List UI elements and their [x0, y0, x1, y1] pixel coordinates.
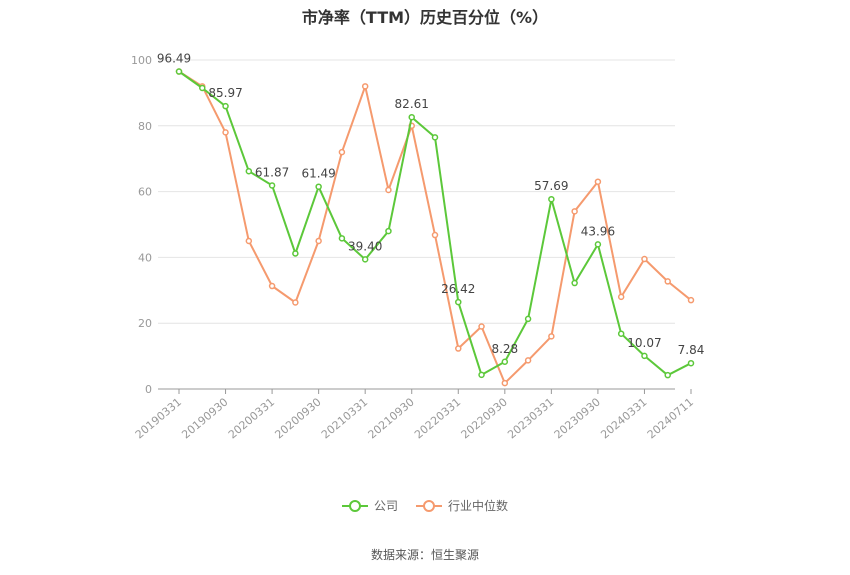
data-label: 43.96 [581, 224, 615, 238]
data-point-company [268, 182, 276, 189]
y-tick-label: 40 [138, 251, 152, 264]
data-label: 57.69 [534, 179, 568, 193]
data-point-industry-median [548, 333, 555, 340]
x-tick-label: 20190331 [133, 395, 184, 441]
x-tick-label: 20240331 [598, 395, 649, 441]
data-point-industry-median [222, 129, 229, 136]
data-point-industry-median [594, 178, 602, 185]
grid-layer [158, 59, 675, 324]
y-tick-label: 60 [138, 186, 152, 199]
data-point-industry-median [641, 255, 648, 263]
x-tick-label: 20220930 [459, 395, 510, 441]
data-point-company [641, 352, 648, 360]
data-point-company [524, 315, 532, 323]
data-label: 26.42 [441, 282, 475, 296]
series-line-company [178, 70, 692, 377]
y-tick-label: 80 [138, 120, 152, 133]
data-point-company [408, 113, 415, 121]
data-point-industry-median [524, 357, 532, 364]
data-point-industry-median [501, 379, 509, 387]
x-tick-label: 20210930 [366, 395, 417, 441]
data-point-company [338, 235, 346, 242]
data-label: 85.97 [208, 86, 242, 100]
data-point-industry-median [385, 186, 392, 194]
data-point-company [501, 358, 509, 366]
data-point-company [361, 256, 369, 263]
y-tick-label: 20 [138, 317, 152, 330]
data-label: 39.40 [348, 239, 382, 253]
data-point-company [594, 241, 602, 248]
legend-swatch-company [341, 499, 368, 512]
data-point-industry-median [455, 345, 462, 352]
series-layer [175, 68, 695, 387]
data-point-company [687, 359, 695, 367]
data-point-industry-median [687, 296, 695, 304]
data-point-company [571, 279, 578, 287]
data-point-industry-median [431, 231, 439, 239]
data-point-company [292, 250, 299, 257]
data-label: 96.49 [157, 52, 191, 66]
data-point-company [455, 298, 462, 306]
x-tick-label: 20230331 [505, 395, 556, 441]
data-point-company [315, 183, 322, 190]
data-point-company [431, 134, 439, 141]
legend-label-industry-median: 行业中位数 [448, 499, 509, 513]
data-label: 10.07 [627, 336, 661, 350]
legend-item-company[interactable]: 公司 [341, 497, 398, 514]
data-point-industry-median [315, 237, 322, 245]
data-point-industry-median [478, 323, 485, 330]
x-tick-label: 20200930 [272, 395, 323, 441]
data-point-company [617, 330, 625, 337]
x-tick-label: 20240711 [645, 395, 696, 441]
legend-item-industry-median[interactable]: 行业中位数 [416, 497, 508, 514]
data-point-industry-median [664, 278, 671, 285]
data-point-company [222, 102, 229, 110]
label-layer: 96.49 85.97 61.87 61.49 39.40 82.61 26.42 8.28 5… [157, 52, 705, 358]
data-point-industry-median [268, 282, 276, 290]
legend-label-company: 公司 [373, 499, 398, 513]
data-point-company [175, 68, 183, 75]
y-tick-label: 0 [145, 383, 152, 396]
y-tick-label: 100 [131, 54, 152, 67]
data-point-industry-median [361, 83, 369, 90]
data-point-industry-median [617, 293, 625, 301]
x-tick-label: 20200331 [226, 395, 277, 441]
data-point-industry-median [571, 208, 578, 215]
data-point-company [478, 371, 485, 379]
data-point-industry-median [338, 148, 346, 156]
legend: 公司 行业中位数 [0, 497, 850, 514]
data-label: 61.49 [301, 167, 335, 181]
data-point-company [548, 195, 555, 203]
data-point-industry-median [245, 237, 253, 245]
x-tick-label: 20220331 [412, 395, 463, 441]
data-point-company [664, 371, 671, 379]
x-tick-label: 20190930 [179, 395, 230, 441]
data-point-industry-median [292, 299, 299, 306]
data-label: 82.61 [395, 97, 429, 111]
legend-swatch-industry-median [416, 499, 442, 512]
data-label: 7.84 [678, 343, 705, 357]
data-label: 61.87 [255, 165, 289, 179]
data-source-note: 数据来源：恒生聚源 [370, 548, 479, 562]
data-point-company [385, 227, 392, 235]
x-tick-label: 20230930 [552, 395, 603, 441]
x-tick-label: 20210331 [319, 395, 370, 441]
data-point-company [245, 167, 253, 175]
data-label: 8.28 [491, 342, 518, 356]
chart-title: 市净率（TTM）历史百分位（%） [301, 8, 549, 27]
data-point-company [199, 84, 206, 92]
